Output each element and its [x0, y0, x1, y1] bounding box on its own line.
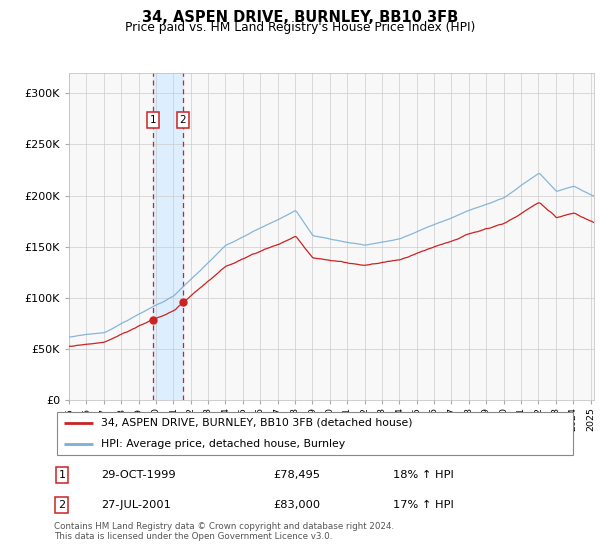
Text: 1: 1: [149, 115, 156, 125]
Text: 1: 1: [58, 470, 65, 480]
Text: Price paid vs. HM Land Registry's House Price Index (HPI): Price paid vs. HM Land Registry's House …: [125, 21, 475, 34]
FancyBboxPatch shape: [56, 412, 573, 455]
Text: £78,495: £78,495: [273, 470, 320, 480]
Bar: [153, 73, 183, 400]
Text: 17% ↑ HPI: 17% ↑ HPI: [394, 500, 454, 510]
Text: 27-JUL-2001: 27-JUL-2001: [101, 500, 171, 510]
Text: 34, ASPEN DRIVE, BURNLEY, BB10 3FB: 34, ASPEN DRIVE, BURNLEY, BB10 3FB: [142, 10, 458, 25]
Text: 2: 2: [58, 500, 65, 510]
Text: 18% ↑ HPI: 18% ↑ HPI: [394, 470, 454, 480]
Text: 2: 2: [180, 115, 187, 125]
Text: £83,000: £83,000: [273, 500, 320, 510]
Text: HPI: Average price, detached house, Burnley: HPI: Average price, detached house, Burn…: [101, 439, 345, 449]
Text: Contains HM Land Registry data © Crown copyright and database right 2024.
This d: Contains HM Land Registry data © Crown c…: [54, 522, 394, 542]
Text: 29-OCT-1999: 29-OCT-1999: [101, 470, 176, 480]
Text: 34, ASPEN DRIVE, BURNLEY, BB10 3FB (detached house): 34, ASPEN DRIVE, BURNLEY, BB10 3FB (deta…: [101, 418, 412, 428]
